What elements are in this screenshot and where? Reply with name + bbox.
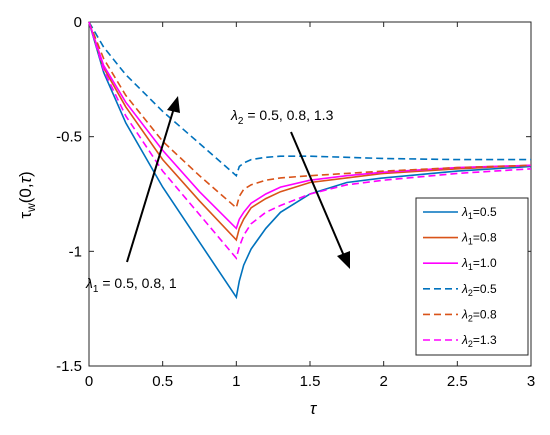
- legend-value: =0.8: [473, 231, 497, 245]
- x-tick-label: 1: [232, 373, 240, 390]
- annotation-lambda1-sub: 1: [93, 284, 99, 295]
- legend-subscript: 2: [468, 288, 473, 298]
- legend-value: =0.5: [473, 205, 497, 219]
- x-tick-label: 2: [379, 373, 387, 390]
- y-tick-label: -1: [69, 243, 82, 260]
- axis-ticks: 0 0.5 1 1.5 2 2.5 3 0 -0.5 -1 -1.5: [56, 14, 535, 390]
- legend-label: λ2=0.8: [461, 307, 497, 323]
- legend-symbol: λ: [461, 256, 468, 270]
- x-tick-label: 0.5: [152, 373, 173, 390]
- legend-label: λ2=0.5: [461, 282, 497, 298]
- legend-symbol: λ: [461, 307, 468, 321]
- arrow-lambda2-head: [337, 251, 350, 269]
- series-line-1: [88, 21, 532, 242]
- series-line-4: [88, 21, 532, 210]
- x-axis-label: τ: [310, 399, 318, 418]
- legend-value: =0.8: [473, 307, 497, 321]
- annotation-lambda2-text: = 0.5, 0.8, 1.3: [243, 107, 333, 123]
- x-tick-label: 3: [527, 373, 535, 390]
- annotation-lambda2-sub: 2: [238, 116, 244, 127]
- annotation-lambda1: λ1 = 0.5, 0.8, 1: [85, 275, 177, 295]
- legend-subscript: 2: [468, 313, 473, 323]
- x-tick-label: 2.5: [447, 373, 468, 390]
- series-line-0: [88, 21, 532, 300]
- annotation-lambda2-symbol: λ: [230, 107, 238, 123]
- legend-value: =1.0: [473, 256, 497, 270]
- y-tick-label: -0.5: [56, 129, 82, 146]
- y-tick-label: -1.5: [56, 358, 82, 375]
- legend: λ1=0.5λ1=0.8λ1=1.0λ2=0.5λ2=0.8λ2=1.3: [415, 197, 529, 356]
- series-line-5: [88, 21, 532, 260]
- series-line-3: [88, 21, 531, 178]
- arrow-lambda1-shaft: [126, 107, 175, 263]
- legend-symbol: λ: [461, 282, 468, 296]
- arrow-lambda1-head: [167, 96, 180, 113]
- series-line-2: [88, 21, 532, 230]
- legend-subscript: 1: [468, 237, 473, 247]
- legend-symbol: λ: [461, 333, 468, 347]
- y-tick-label: 0: [74, 14, 82, 31]
- arrow-lambda2-shaft: [290, 131, 345, 257]
- legend-subscript: 1: [468, 211, 473, 221]
- series-lines: [88, 21, 532, 300]
- x-tick-label: 1.5: [300, 373, 321, 390]
- x-tick-label: 0: [85, 373, 93, 390]
- legend-box: [415, 197, 529, 356]
- legend-subscript: 2: [468, 339, 473, 349]
- legend-subscript: 1: [468, 262, 473, 272]
- legend-value: =0.5: [473, 282, 497, 296]
- annotation-lambda1-symbol: λ: [85, 275, 93, 291]
- legend-symbol: λ: [461, 231, 468, 245]
- legend-label: λ1=1.0: [461, 256, 497, 272]
- annotation-lambda2: λ2 = 0.5, 0.8, 1.3: [230, 107, 334, 127]
- annotation-lambda1-text: = 0.5, 0.8, 1: [98, 275, 176, 291]
- legend-symbol: λ: [461, 205, 468, 219]
- legend-label: λ1=0.5: [461, 205, 497, 221]
- annotation-arrows: [126, 96, 350, 269]
- legend-value: =1.3: [473, 333, 497, 347]
- legend-label: λ1=0.8: [461, 231, 497, 247]
- legend-label: λ2=1.3: [461, 333, 497, 349]
